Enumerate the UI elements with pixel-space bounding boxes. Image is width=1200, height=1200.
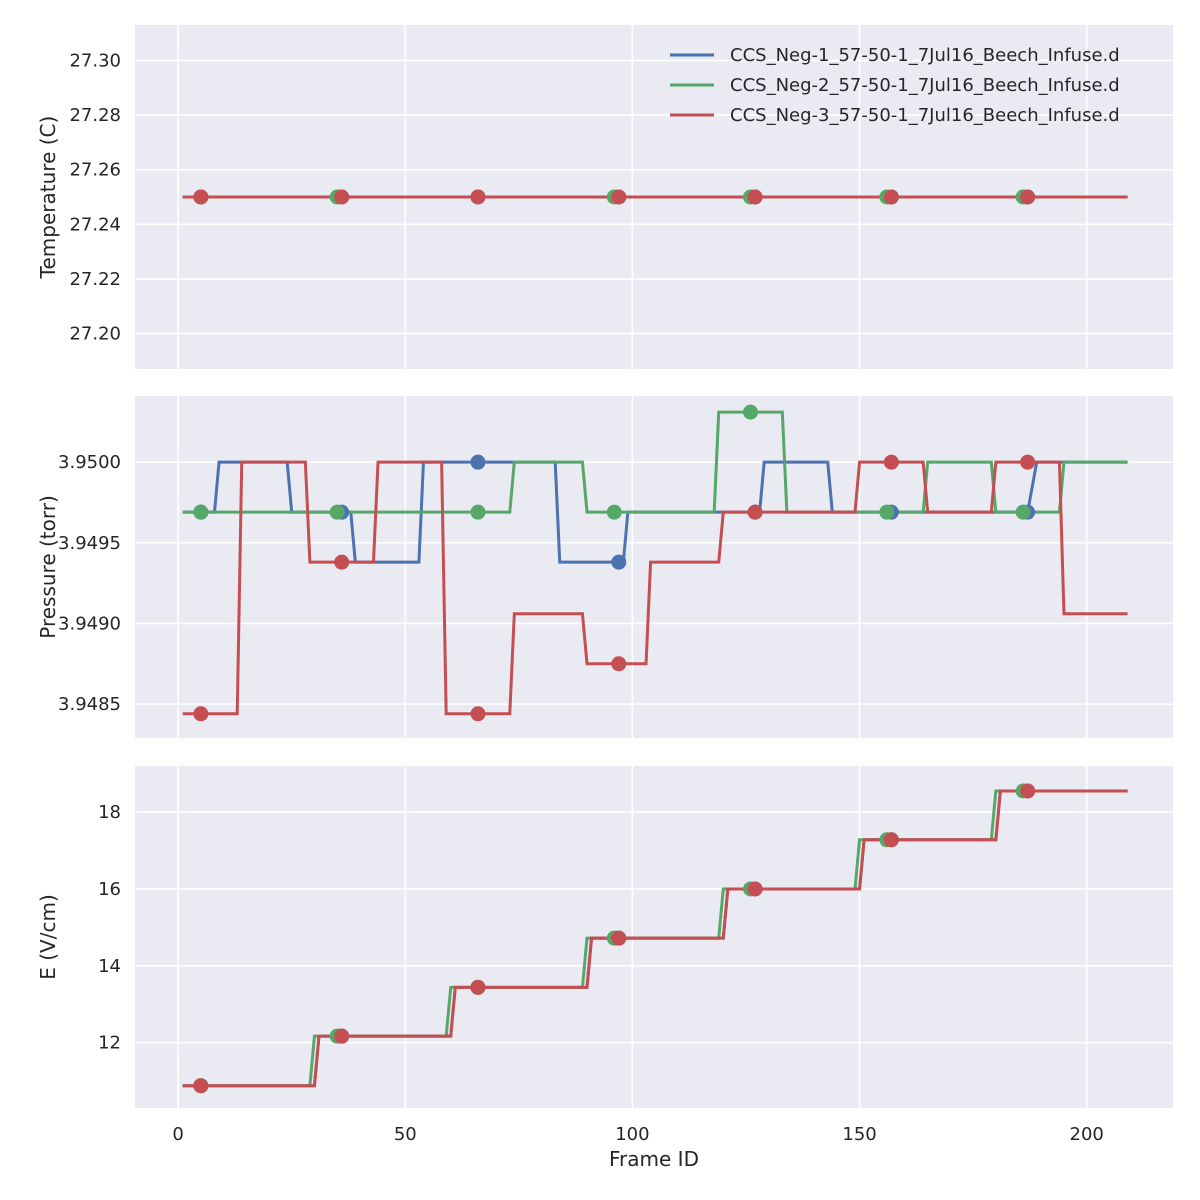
y-tick-label: 27.24 [69, 214, 121, 235]
legend-entry-1: CCS_Neg-1_57-50-1_7Jul16_Beech_Infuse.d [730, 45, 1120, 66]
series-2-marker [606, 504, 622, 520]
series-2-marker [1015, 504, 1031, 520]
series-3-marker [611, 656, 627, 672]
x-tick-label: 0 [172, 1124, 183, 1145]
series-3-marker [611, 930, 627, 946]
y-tick-label: 16 [98, 879, 121, 900]
series-line-1 [182, 460, 1128, 564]
series-3-marker [1020, 189, 1036, 205]
x-tick-label: 200 [1070, 1124, 1104, 1145]
legend-entry-3: CCS_Neg-3_57-50-1_7Jul16_Beech_Infuse.d [730, 105, 1120, 126]
y-axis-label: Temperature (C) [36, 116, 60, 280]
plot-background [135, 396, 1173, 738]
x-tick-label: 150 [842, 1124, 876, 1145]
y-tick-label: 27.30 [69, 50, 121, 71]
panel-2: 3.9485 3.9490 3.9495 3.9500 Pressure (torr) [36, 396, 1173, 738]
series-3-marker [747, 504, 763, 520]
series-3-marker [747, 881, 763, 897]
series-3-marker [883, 832, 899, 848]
series-2-marker [193, 504, 209, 520]
series-3-marker [334, 554, 350, 570]
legend-entry-2: CCS_Neg-2_57-50-1_7Jul16_Beech_Infuse.d [730, 75, 1120, 96]
y-tick-label: 12 [98, 1033, 121, 1054]
series-3-marker [470, 189, 486, 205]
legend: CCS_Neg-1_57-50-1_7Jul16_Beech_Infuse.d C… [670, 45, 1120, 126]
series-3-marker [611, 189, 627, 205]
series-3-marker [1020, 454, 1036, 470]
series-2-marker [329, 504, 345, 520]
panel-1: 27.20 27.22 27.24 27.26 27.28 27.30 Temperatur… [36, 25, 1173, 369]
series-3-marker [883, 454, 899, 470]
series-3-marker [470, 979, 486, 995]
x-tick-label: 50 [394, 1124, 417, 1145]
y-axis-label: Pressure (torr) [36, 495, 60, 639]
y-tick-label: 3.9490 [58, 613, 121, 634]
series-3-marker [883, 189, 899, 205]
y-tick-label: 27.28 [69, 105, 121, 126]
series-3-marker [470, 706, 486, 722]
series-3-marker [193, 1078, 209, 1094]
y-tick-label: 18 [98, 802, 121, 823]
x-tick-label: 100 [615, 1124, 649, 1145]
y-tick-label: 27.26 [69, 160, 121, 181]
series-2-marker [743, 404, 759, 420]
y-tick-label: 3.9500 [58, 452, 121, 473]
y-tick-label: 3.9485 [58, 694, 121, 715]
y-tick-label: 14 [98, 956, 121, 977]
y-tick-label: 27.20 [69, 324, 121, 345]
series-1-marker [470, 454, 486, 470]
series-3-marker [1020, 783, 1036, 799]
series-2-marker [470, 504, 486, 520]
x-axis-label: Frame ID [609, 1147, 699, 1171]
series-3-marker [334, 189, 350, 205]
series-3-marker [334, 1028, 350, 1044]
y-tick-label: 3.9495 [58, 533, 121, 554]
y-tick-label: 27.22 [69, 269, 121, 290]
y-axis-label: E (V/cm) [36, 894, 60, 980]
series-3-marker [747, 189, 763, 205]
series-1-marker [611, 554, 627, 570]
panel-3: 12 14 16 18 E (V/cm) 0 50 100 150 200 Frame ID [36, 766, 1173, 1171]
series-3-marker [193, 189, 209, 205]
series-3-marker [193, 706, 209, 722]
series-2-marker [879, 504, 895, 520]
